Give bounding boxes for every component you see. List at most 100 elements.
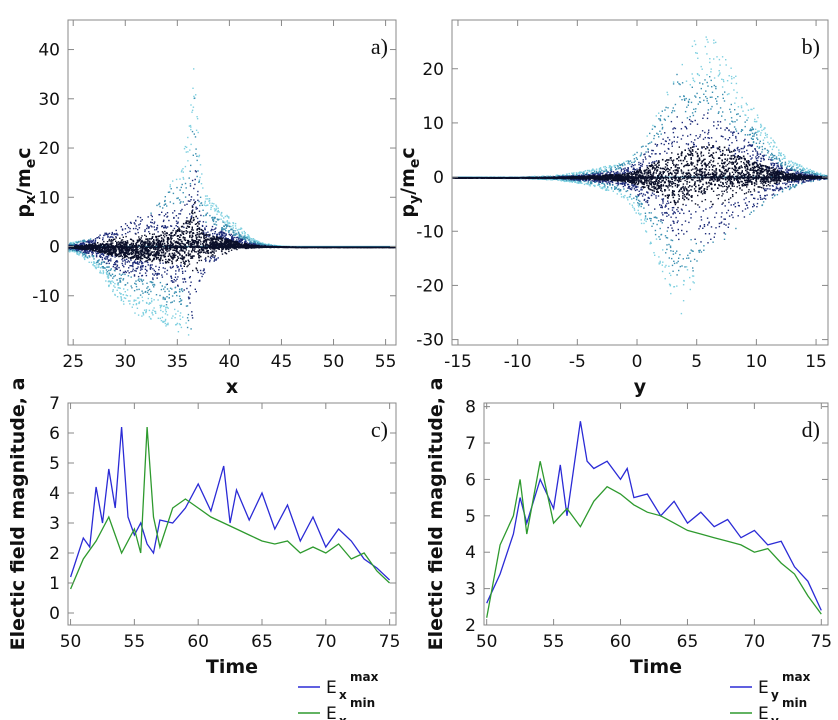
- scatter-point: [93, 258, 95, 260]
- scatter-point: [99, 254, 101, 256]
- scatter-point: [243, 235, 245, 237]
- scatter-point: [151, 264, 153, 266]
- scatter-point: [121, 229, 124, 231]
- scatter-point: [164, 298, 166, 301]
- scatter-point: [235, 245, 237, 247]
- scatter-point: [167, 240, 169, 242]
- scatter-point: [192, 106, 195, 108]
- scatter-point: [121, 234, 123, 236]
- scatter-point: [189, 124, 192, 127]
- scatter-point: [170, 267, 172, 269]
- scatter-point: [98, 259, 100, 261]
- scatter-point: [122, 252, 124, 254]
- scatter-point: [170, 244, 173, 246]
- scatter-point: [165, 248, 168, 250]
- scatter-point: [190, 216, 193, 218]
- scatter-point: [163, 204, 165, 206]
- scatter-point: [198, 254, 201, 257]
- scatter-point: [207, 255, 209, 258]
- scatter-point: [126, 261, 128, 263]
- scatter-point: [181, 169, 183, 171]
- scatter-point: [145, 274, 148, 277]
- scatter-point: [179, 318, 182, 320]
- scatter-point: [142, 245, 144, 247]
- scatter-point: [87, 252, 89, 254]
- scatter-point: [181, 267, 183, 270]
- scatter-point: [222, 221, 224, 223]
- scatter-point: [160, 319, 163, 322]
- scatter-point: [201, 204, 203, 206]
- scatter-point: [208, 199, 211, 202]
- scatter-point: [196, 231, 198, 234]
- scatter-point: [127, 300, 130, 302]
- scatter-point: [124, 228, 127, 230]
- scatter-point: [108, 269, 110, 272]
- scatter-point: [195, 223, 198, 225]
- scatter-point: [172, 315, 174, 317]
- scatter-point: [133, 222, 135, 224]
- scatter-point: [82, 254, 84, 256]
- scatter-point: [253, 241, 256, 243]
- scatter-point: [184, 165, 187, 168]
- scatter-point: [159, 281, 162, 284]
- scatter-point: [94, 265, 96, 267]
- scatter-point: [223, 232, 225, 234]
- scatter-point: [141, 296, 143, 298]
- scatter-point: [232, 227, 234, 229]
- scatter-point: [223, 217, 225, 219]
- scatter-point: [224, 221, 226, 223]
- scatter-point: [221, 215, 223, 217]
- scatter-point: [162, 296, 164, 299]
- scatter-point: [215, 227, 217, 229]
- scatter-point: [158, 269, 160, 271]
- scatter-point: [200, 241, 202, 243]
- scatter-point: [152, 281, 154, 284]
- scatter-point: [243, 230, 245, 233]
- scatter-point: [165, 311, 167, 313]
- scatter-point: [252, 238, 255, 240]
- scatter-point: [241, 232, 244, 235]
- scatter-point: [116, 296, 119, 298]
- scatter-point: [200, 202, 203, 204]
- scatter-point: [148, 226, 150, 228]
- scatter-point: [243, 241, 246, 243]
- scatter-point: [181, 270, 184, 273]
- scatter-point: [80, 240, 82, 242]
- scatter-point: [118, 266, 120, 269]
- scatter-point: [217, 248, 219, 250]
- scatter-point: [126, 246, 128, 249]
- scatter-point: [153, 269, 155, 272]
- scatter-point: [204, 245, 207, 247]
- scatter-point: [85, 243, 88, 246]
- scatter-point: [119, 287, 121, 289]
- scatter-point: [163, 305, 166, 307]
- scatter-point: [68, 249, 70, 251]
- scatter-point: [193, 187, 195, 190]
- scatter-point: [165, 227, 168, 229]
- scatter-point: [257, 242, 259, 245]
- scatter-point: [114, 294, 116, 296]
- scatter-point: [174, 317, 176, 319]
- scatter-point: [101, 259, 104, 261]
- scatter-point: [214, 259, 216, 261]
- scatter-point: [199, 176, 201, 179]
- scatter-point: [200, 272, 202, 275]
- scatter-point: [181, 183, 183, 186]
- scatter-point: [217, 209, 219, 212]
- scatter-point: [247, 239, 250, 241]
- scatter-point: [68, 244, 71, 246]
- scatter-point: [175, 291, 177, 293]
- scatter-point: [171, 262, 174, 264]
- scatter-point: [134, 262, 137, 264]
- scatter-point: [159, 214, 161, 216]
- scatter-point: [277, 245, 279, 247]
- scatter-point: [159, 317, 161, 320]
- scatter-point: [103, 267, 105, 269]
- scatter-point: [180, 264, 182, 266]
- scatter-point: [126, 224, 128, 227]
- scatter-point: [157, 238, 159, 240]
- scatter-point: [218, 218, 220, 221]
- scatter-point: [137, 262, 139, 264]
- scatter-point: [162, 305, 165, 307]
- scatter-point: [196, 194, 199, 196]
